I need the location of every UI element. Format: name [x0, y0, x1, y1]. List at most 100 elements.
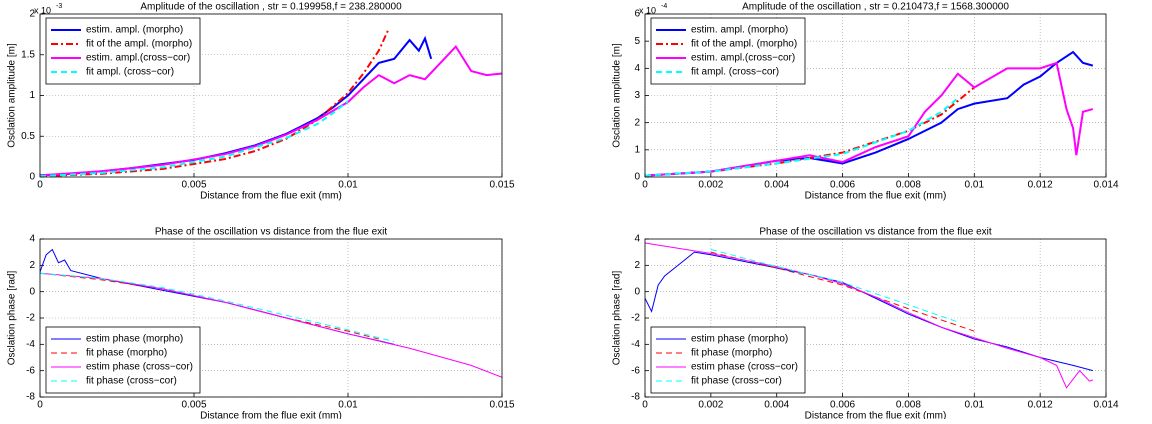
- y-multiplier: x 10: [639, 5, 656, 15]
- y-axis-label: Osclation phase [rad]: [612, 271, 623, 366]
- y-tick-label: -2: [631, 313, 640, 324]
- x-tick-label: 0: [37, 400, 43, 411]
- chart-title: Amplitude of the oscillation , str = 0.2…: [742, 2, 1009, 13]
- y-tick-label: -4: [631, 339, 640, 350]
- legend-label: estim phase (morpho): [86, 334, 183, 345]
- x-tick-label: 0.002: [698, 180, 723, 191]
- legend-label: estim. ampl.(cross−cor): [86, 53, 190, 64]
- x-tick-label: 0.006: [830, 400, 855, 411]
- series-line: [40, 100, 349, 177]
- legend-label: fit phase (morpho): [86, 348, 167, 359]
- x-tick-label: 0: [642, 400, 648, 411]
- legend: estim phase (morpho) fit phase (morpho) es…: [650, 326, 806, 394]
- series-line: [40, 272, 395, 343]
- x-tick-label: 0.01: [338, 400, 358, 411]
- axes-frame: [644, 238, 1107, 398]
- legend-label: estim phase (morpho): [691, 334, 788, 345]
- legend-label: estim phase (cross−cor): [86, 362, 193, 373]
- x-tick-label: 0.008: [896, 400, 921, 411]
- legend-label: fit ampl. (cross−cor): [691, 67, 779, 78]
- x-tick-label: 0.01: [965, 400, 985, 411]
- legend-label: fit phase (morpho): [691, 348, 772, 359]
- x-tick-label: 0: [37, 180, 43, 191]
- legend-label: estim. ampl.(cross−cor): [691, 53, 795, 64]
- legend-label: fit phase (cross−cor): [86, 376, 177, 387]
- x-tick-label: 0.008: [896, 180, 921, 191]
- legend-box: [650, 326, 806, 394]
- y-tick-label: 2: [29, 260, 35, 271]
- x-tick-label: 0.002: [698, 400, 723, 411]
- y-tick-label: 1: [29, 90, 35, 101]
- x-tick-label: 0.014: [1093, 400, 1118, 411]
- x-tick-label: 0.014: [1093, 180, 1118, 191]
- y-tick-label: 2: [634, 260, 640, 271]
- series-line: [645, 242, 1094, 389]
- series-line: [40, 44, 502, 177]
- legend-label: estim. ampl. (morpho): [86, 25, 183, 36]
- y-multiplier-exp: -4: [661, 3, 667, 10]
- legend-label: estim phase (cross−cor): [691, 362, 798, 373]
- y-tick-label: -8: [631, 392, 640, 403]
- y-tick-label: 4: [634, 234, 640, 245]
- axes-frame: [644, 13, 1107, 178]
- y-tick-label: -6: [631, 365, 640, 376]
- y-tick-label: 0: [29, 172, 35, 183]
- plot-area: 0 0.002 0.004 0.006 0.008 0.01 0.012 0.014 0 1 2 3 4…: [612, 2, 1119, 202]
- x-axis-label: Distance from the flue exit (mm): [805, 191, 947, 202]
- legend: estim. ampl. (morpho) fit of the ampl. (m…: [45, 17, 201, 85]
- legend-label: fit of the ampl. (morpho): [86, 39, 192, 50]
- x-tick-label: 0.005: [181, 400, 206, 411]
- y-multiplier: x 10: [34, 5, 51, 15]
- y-tick-label: 5: [634, 36, 640, 47]
- y-tick-label: 2: [634, 117, 640, 128]
- y-tick-label: 4: [29, 234, 35, 245]
- axes-frame: [39, 13, 503, 178]
- x-tick-label: 0.012: [1028, 180, 1053, 191]
- x-axis-label: Distance from the flue exit (mm): [805, 411, 947, 419]
- x-tick-label: 0.015: [489, 180, 514, 191]
- x-tick-label: 0: [642, 180, 648, 191]
- series-line: [645, 61, 1094, 177]
- legend-box: [45, 326, 201, 394]
- y-axis-label: Osclation amplitude [m]: [7, 43, 18, 148]
- y-axis-label: Osclation phase [rad]: [7, 271, 18, 366]
- y-tick-label: 3: [634, 90, 640, 101]
- y-tick-label: -2: [26, 313, 35, 324]
- series-line: [710, 249, 958, 323]
- x-axis-label: Distance from the flue exit (mm): [200, 191, 342, 202]
- x-axis-label: Distance from the flue exit (mm): [200, 411, 342, 419]
- plot-area: 0 0.002 0.004 0.006 0.008 0.01 0.012 0.014 -8 -6 -…: [612, 227, 1119, 422]
- x-tick-label: 0.006: [830, 180, 855, 191]
- y-tick-label: 2: [29, 9, 35, 20]
- chart-title: Phase of the oscillation vs distance fro…: [759, 227, 992, 238]
- x-tick-label: 0.004: [764, 400, 789, 411]
- y-axis-label: Osclation amplitude [m]: [612, 43, 623, 148]
- y-tick-label: 1: [634, 144, 640, 155]
- legend: estim. ampl. (morpho) fit of the ampl. (m…: [650, 17, 806, 85]
- chart-title: Amplitude of the oscillation , str = 0.1…: [140, 2, 402, 13]
- legend-label: estim. ampl. (morpho): [691, 25, 788, 36]
- legend: estim phase (morpho) fit phase (morpho) es…: [45, 326, 201, 394]
- y-multiplier-exp: -3: [56, 3, 62, 10]
- x-tick-label: 0.01: [338, 180, 358, 191]
- x-tick-label: 0.012: [1028, 400, 1053, 411]
- y-tick-label: -6: [26, 365, 35, 376]
- x-tick-label: 0.004: [764, 180, 789, 191]
- y-tick-label: 0: [634, 172, 640, 183]
- y-tick-label: 6: [634, 9, 640, 20]
- y-tick-label: 0: [29, 286, 35, 297]
- y-tick-label: -4: [26, 339, 35, 350]
- chart-title: Phase of the oscillation vs distance fro…: [155, 227, 388, 238]
- y-tick-label: 4: [634, 63, 640, 74]
- x-tick-label: 0.005: [181, 180, 206, 191]
- x-tick-label: 0.015: [489, 400, 514, 411]
- y-tick-label: 0: [634, 286, 640, 297]
- plot-area: 0 0.005 0.01 0.015 0 0.5 1 1.5 2 Amplitude of the…: [7, 2, 515, 202]
- axes-frame: [39, 238, 503, 398]
- legend-label: fit of the ampl. (morpho): [691, 39, 797, 50]
- y-tick-label: 1.5: [21, 49, 35, 60]
- x-tick-label: 0.01: [965, 180, 985, 191]
- plot-area: 0 0.005 0.01 0.015 -8 -6 -4 -2 0 2 4 Phase of the o…: [7, 227, 515, 422]
- legend-label: fit ampl. (cross−cor): [86, 67, 174, 78]
